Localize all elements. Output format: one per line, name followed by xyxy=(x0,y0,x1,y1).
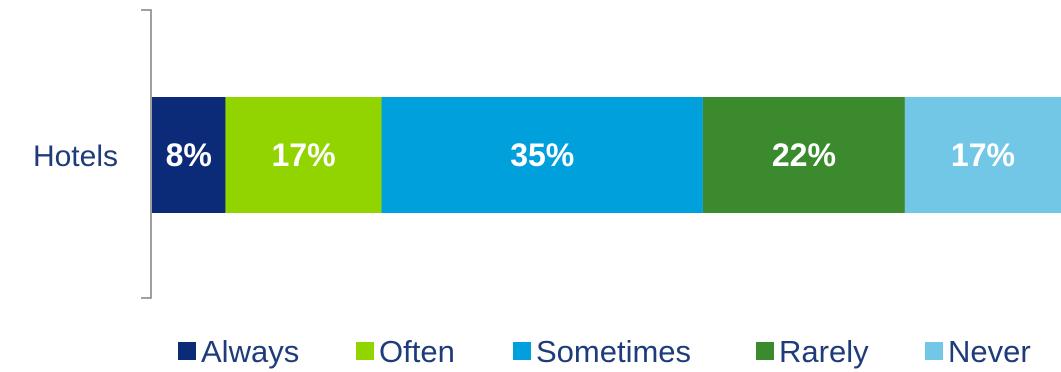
bar-segment-never xyxy=(904,97,1061,213)
category-axis-line xyxy=(141,9,152,299)
bar-segments xyxy=(152,97,1061,213)
bar-segment-always xyxy=(152,97,226,213)
category-label: Hotels xyxy=(33,140,118,173)
data-label-often: 17% xyxy=(271,137,335,173)
legend-item-never: Never xyxy=(925,334,1031,369)
legend-item-sometimes: Sometimes xyxy=(513,334,691,369)
legend-swatch xyxy=(513,342,531,360)
data-label-always: 8% xyxy=(166,137,212,173)
bar-segment-sometimes xyxy=(381,97,703,213)
data-label-rarely: 22% xyxy=(772,137,836,173)
legend: Always Often Sometimes Rarely Never xyxy=(178,334,1031,369)
legend-label: Never xyxy=(948,334,1031,369)
legend-swatch xyxy=(178,342,196,360)
legend-item-always: Always xyxy=(178,334,299,369)
legend-label: Always xyxy=(201,334,299,369)
bar-segment-rarely xyxy=(702,97,905,213)
legend-swatch xyxy=(925,342,943,360)
legend-label: Often xyxy=(379,334,455,369)
data-labels: 8% 17% 35% 22% 17% xyxy=(166,137,1015,173)
legend-item-often: Often xyxy=(356,334,455,369)
data-label-never: 17% xyxy=(951,137,1015,173)
category-labels: Hotels xyxy=(33,140,118,173)
legend-swatch xyxy=(356,342,374,360)
legend-swatch xyxy=(756,342,774,360)
legend-item-rarely: Rarely xyxy=(756,334,869,369)
category-axis xyxy=(141,9,152,299)
legend-label: Sometimes xyxy=(536,334,691,369)
bar-segment-often xyxy=(225,97,382,213)
legend-label: Rarely xyxy=(779,334,869,369)
data-label-sometimes: 35% xyxy=(510,137,574,173)
